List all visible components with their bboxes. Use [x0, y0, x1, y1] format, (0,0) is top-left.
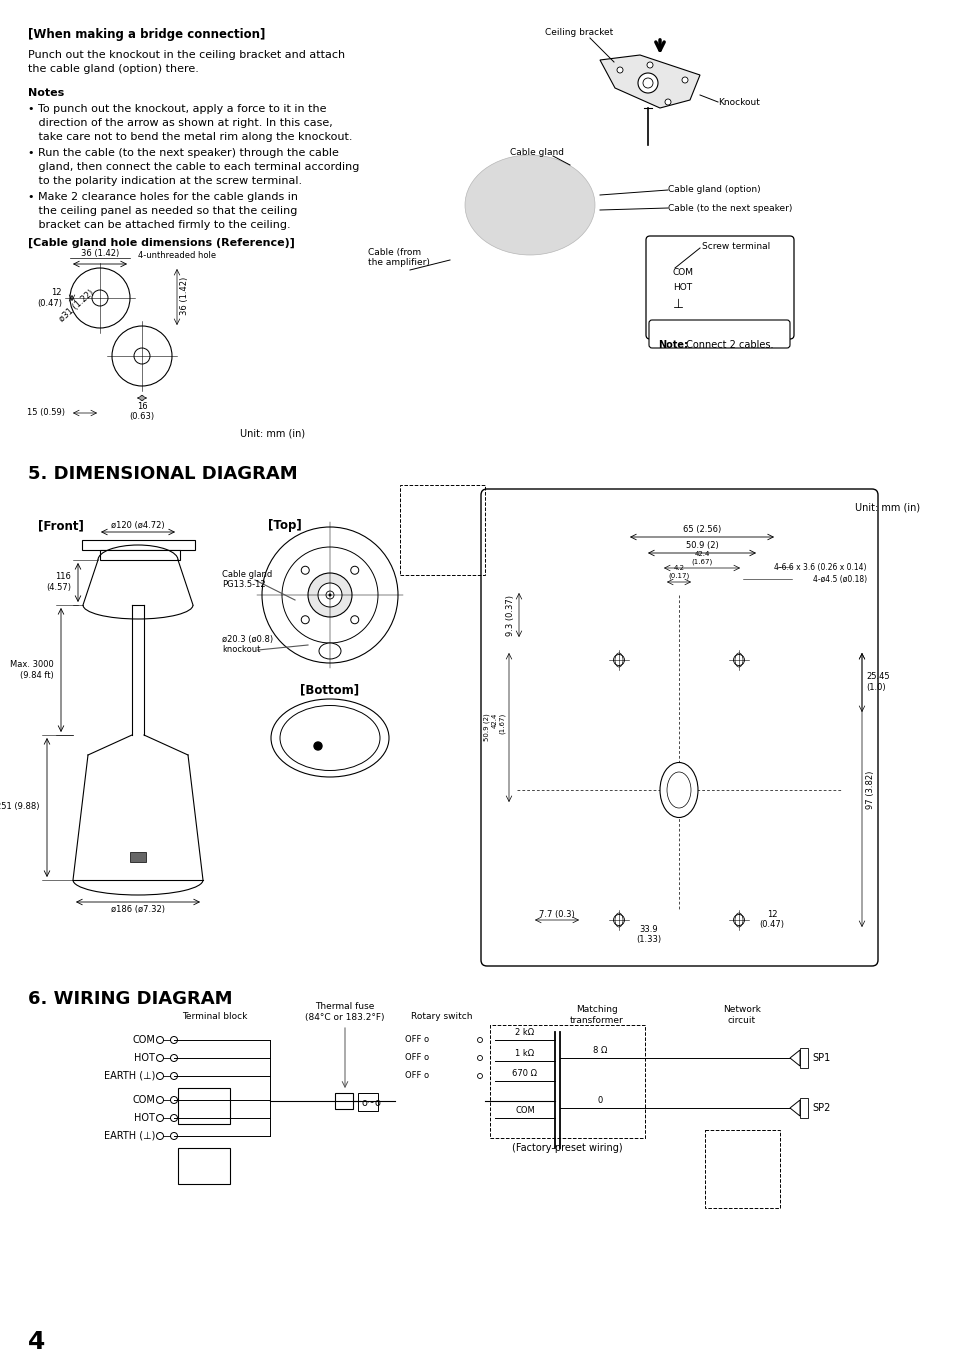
- Text: 16
(0.63): 16 (0.63): [130, 403, 154, 422]
- Text: o~o: o~o: [361, 1098, 381, 1108]
- Text: ø31 (1.22): ø31 (1.22): [58, 288, 96, 324]
- Text: Ceiling bracket: Ceiling bracket: [544, 28, 613, 36]
- Text: 1 kΩ: 1 kΩ: [515, 1048, 534, 1058]
- Text: (Factory-preset wiring): (Factory-preset wiring): [511, 1143, 621, 1152]
- Text: OFF o: OFF o: [405, 1054, 429, 1062]
- Text: 12
(0.47): 12 (0.47): [759, 911, 783, 929]
- Text: the cable gland (option) there.: the cable gland (option) there.: [28, 63, 198, 74]
- Circle shape: [638, 73, 658, 93]
- Text: 50.9 (2)
42.4
(1.67): 50.9 (2) 42.4 (1.67): [483, 713, 504, 740]
- Text: COM: COM: [132, 1035, 154, 1046]
- Text: 33.9
(1.33): 33.9 (1.33): [636, 925, 660, 944]
- FancyBboxPatch shape: [645, 236, 793, 339]
- Text: Knockout: Knockout: [718, 99, 760, 107]
- Polygon shape: [789, 1050, 800, 1066]
- Ellipse shape: [464, 155, 595, 255]
- Circle shape: [314, 742, 322, 750]
- Text: 4-ø4.5 (ø0.18): 4-ø4.5 (ø0.18): [812, 576, 866, 584]
- Text: 7.7 (0.3): 7.7 (0.3): [538, 911, 575, 919]
- Text: Network: Network: [722, 1005, 760, 1015]
- Text: ø120 (ø4.72): ø120 (ø4.72): [112, 521, 165, 530]
- Text: COM: COM: [515, 1106, 535, 1115]
- Text: Cable (from
the amplifier): Cable (from the amplifier): [368, 249, 430, 267]
- Polygon shape: [82, 540, 194, 550]
- Text: to the polarity indication at the screw terminal.: to the polarity indication at the screw …: [28, 176, 302, 186]
- Text: 36 (1.42): 36 (1.42): [81, 249, 119, 258]
- Text: 251 (9.88): 251 (9.88): [0, 802, 40, 812]
- Text: direction of the arrow as shown at right. In this case,: direction of the arrow as shown at right…: [28, 118, 333, 128]
- Text: 5. DIMENSIONAL DIAGRAM: 5. DIMENSIONAL DIAGRAM: [28, 465, 297, 484]
- Ellipse shape: [318, 643, 340, 659]
- Text: Rotary switch: Rotary switch: [411, 1012, 473, 1021]
- Text: Cable gland: Cable gland: [510, 149, 563, 157]
- Text: Screw terminal: Screw terminal: [701, 242, 769, 251]
- Text: 42.4
(1.67): 42.4 (1.67): [691, 551, 712, 565]
- Text: HOT: HOT: [134, 1113, 154, 1123]
- Polygon shape: [599, 55, 700, 108]
- Bar: [490, 1025, 644, 1138]
- Text: 36 (1.42): 36 (1.42): [180, 277, 189, 315]
- Text: Cable gland (option): Cable gland (option): [667, 185, 760, 195]
- Text: [Front]: [Front]: [38, 519, 84, 532]
- Text: ø20.3 (ø0.8)
knockout: ø20.3 (ø0.8) knockout: [222, 635, 273, 654]
- Circle shape: [328, 593, 331, 597]
- Text: EARTH (⊥): EARTH (⊥): [104, 1071, 154, 1081]
- Text: gland, then connect the cable to each terminal according: gland, then connect the cable to each te…: [28, 162, 359, 172]
- Text: the ceiling panel as needed so that the ceiling: the ceiling panel as needed so that the …: [28, 205, 297, 216]
- Text: 15 (0.59): 15 (0.59): [27, 408, 65, 417]
- Text: 25.45
(1.0): 25.45 (1.0): [865, 673, 889, 692]
- Text: [Cable gland hole dimensions (Reference)]: [Cable gland hole dimensions (Reference)…: [28, 238, 294, 249]
- FancyBboxPatch shape: [648, 320, 789, 349]
- Text: 65 (2.56): 65 (2.56): [682, 526, 720, 534]
- Text: Notes: Notes: [28, 88, 64, 99]
- Text: 9.3 (0.37): 9.3 (0.37): [505, 594, 515, 635]
- Text: 97 (3.82): 97 (3.82): [865, 771, 874, 809]
- Text: • To punch out the knockout, apply a force to it in the: • To punch out the knockout, apply a for…: [28, 104, 326, 113]
- Text: Cable gland
PG13.5-12: Cable gland PG13.5-12: [222, 570, 272, 589]
- Bar: [357, 1093, 377, 1111]
- Circle shape: [317, 584, 341, 607]
- Text: 12
(0.47): 12 (0.47): [37, 288, 62, 308]
- Text: bracket can be attached firmly to the ceiling.: bracket can be attached firmly to the ce…: [28, 220, 291, 230]
- Bar: [335, 1093, 353, 1109]
- Text: OFF o: OFF o: [405, 1035, 429, 1044]
- Text: 2 kΩ: 2 kΩ: [515, 1028, 534, 1038]
- Text: (84°C or 183.2°F): (84°C or 183.2°F): [305, 1013, 384, 1021]
- Text: 4.2
(0.17): 4.2 (0.17): [668, 566, 689, 580]
- Bar: [399, 485, 484, 576]
- Text: ø186 (ø7.32): ø186 (ø7.32): [111, 905, 165, 915]
- Text: Connect 2 cables.: Connect 2 cables.: [682, 340, 773, 350]
- Text: Unit: mm (in): Unit: mm (in): [854, 503, 919, 513]
- Circle shape: [617, 68, 622, 73]
- Text: [Bottom]: [Bottom]: [300, 684, 359, 696]
- Text: Matching: Matching: [576, 1005, 618, 1015]
- Bar: [130, 852, 146, 862]
- Text: 0: 0: [597, 1096, 602, 1105]
- Circle shape: [664, 99, 670, 105]
- Text: COM: COM: [672, 267, 693, 277]
- Text: Unit: mm (in): Unit: mm (in): [240, 428, 305, 438]
- Polygon shape: [100, 550, 180, 561]
- Text: circuit: circuit: [727, 1016, 756, 1025]
- Text: Note:: Note:: [658, 340, 687, 350]
- Bar: [800, 1048, 807, 1069]
- Text: [Top]: [Top]: [268, 519, 301, 532]
- Text: transformer: transformer: [570, 1016, 623, 1025]
- Text: [When making a bridge connection]: [When making a bridge connection]: [28, 28, 265, 41]
- Text: 670 Ω: 670 Ω: [512, 1069, 537, 1078]
- Text: 50.9 (2): 50.9 (2): [685, 540, 718, 550]
- Text: Cable (to the next speaker): Cable (to the next speaker): [667, 204, 792, 213]
- Text: 4-6.6 x 3.6 (0.26 x 0.14): 4-6.6 x 3.6 (0.26 x 0.14): [774, 563, 866, 571]
- Text: 8 Ω: 8 Ω: [592, 1046, 606, 1055]
- Text: 4: 4: [28, 1329, 46, 1351]
- Bar: [704, 1129, 780, 1208]
- Text: HOT: HOT: [672, 282, 691, 292]
- Text: • Run the cable (to the next speaker) through the cable: • Run the cable (to the next speaker) th…: [28, 149, 338, 158]
- Text: 116
(4.57): 116 (4.57): [46, 573, 71, 592]
- Circle shape: [308, 573, 352, 617]
- Circle shape: [646, 62, 652, 68]
- Text: EARTH (⊥): EARTH (⊥): [104, 1131, 154, 1142]
- Text: Terminal block: Terminal block: [182, 1012, 248, 1021]
- Text: take care not to bend the metal rim along the knockout.: take care not to bend the metal rim alon…: [28, 132, 352, 142]
- Bar: [178, 1088, 230, 1124]
